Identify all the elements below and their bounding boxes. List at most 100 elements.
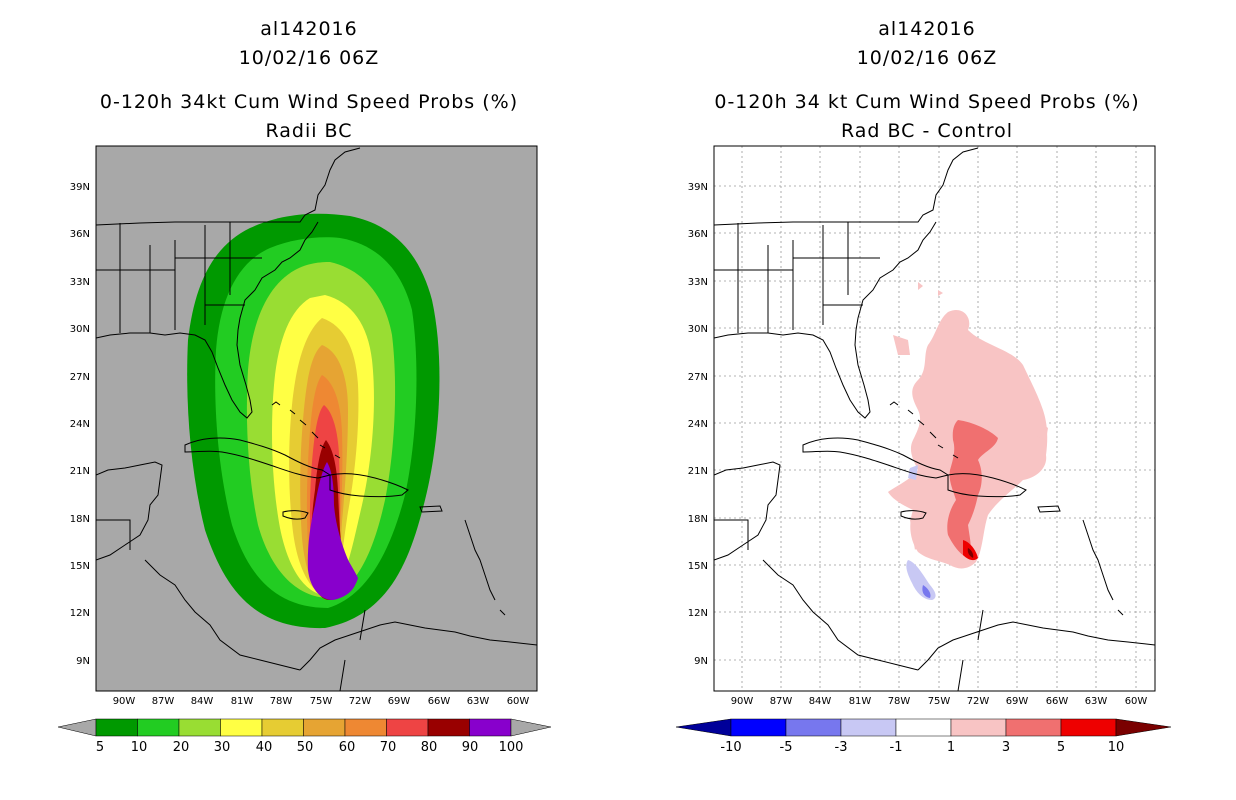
contour-100 (311, 495, 358, 595)
colorbar-label: 70 (380, 740, 397, 755)
florida-peninsula (714, 329, 871, 419)
longitude-labels: 90W 87W 84W 81W 78W 75W 72W 69W 66W 63W … (113, 696, 530, 707)
lat-label: 18N (70, 514, 90, 525)
lon-label: 81W (231, 696, 254, 707)
lat-label: 39N (70, 182, 90, 193)
colorbar-swatch (950, 718, 1007, 737)
colorbar-high-arrow (510, 718, 552, 737)
lat-label: 33N (688, 277, 708, 288)
colorbar-label: 40 (256, 740, 273, 755)
colorbar-swatch (895, 718, 952, 737)
colorbar-label: 10 (131, 740, 148, 755)
map-frame (95, 145, 538, 692)
chart-title: 0-120h 34kt Cum Wind Speed Probs (%) (99, 91, 519, 113)
lat-label: 39N (688, 182, 708, 193)
yucatan-central-america (96, 461, 301, 671)
lat-label: 30N (688, 324, 708, 335)
lon-label: 90W (731, 696, 754, 707)
colorbar-low-arrow (675, 718, 732, 737)
datetime-label: 10/02/16 06Z (238, 47, 380, 69)
colorbar-swatch (137, 718, 180, 737)
colorbar-label: -5 (780, 740, 793, 755)
colorbar-swatch (178, 718, 221, 737)
probability-map: 39N 36N 33N 30N 27N 24N 21N 18N 15N 12N … (57, 145, 552, 755)
lat-label: 9N (76, 656, 90, 667)
map-frame (713, 145, 1156, 692)
chart-subtitle: Radii BC (265, 120, 353, 142)
difference-map: 39N 36N 33N 30N 27N 24N 21N 18N 15N 12N … (675, 145, 1172, 755)
lon-label: 69W (388, 696, 411, 707)
colorbar-label: 20 (173, 740, 190, 755)
storm-id-label: al142016 (260, 18, 358, 40)
colorbar-label: -1 (890, 740, 903, 755)
colorbar-label: 80 (421, 740, 438, 755)
storm-id-label: al142016 (878, 18, 976, 40)
lat-label: 21N (70, 466, 90, 477)
colorbar: -10 -5 -3 -1 1 3 5 10 (675, 718, 1172, 755)
colorbar-label: 1 (947, 740, 955, 755)
lon-label: 90W (113, 696, 136, 707)
bahamas (889, 401, 959, 459)
lon-label: 72W (349, 696, 372, 707)
puerto-rico (419, 505, 443, 513)
colorbar-swatch (785, 718, 842, 737)
lat-label: 9N (694, 656, 708, 667)
south-america-coast (917, 609, 1155, 691)
colorbar-label: 30 (214, 740, 231, 755)
colorbar: 5 10 20 30 40 50 60 70 80 90 100 (57, 718, 552, 755)
lat-label: 15N (70, 561, 90, 572)
lat-label: 12N (688, 608, 708, 619)
colorbar-label: 60 (339, 740, 356, 755)
coastlines (96, 147, 537, 691)
lon-label: 72W (967, 696, 990, 707)
latitude-labels: 39N 36N 33N 30N 27N 24N 21N 18N 15N 12N … (70, 182, 90, 667)
bahamas (271, 401, 341, 459)
lat-label: 18N (688, 514, 708, 525)
colorbar-swatch (840, 718, 897, 737)
lon-label: 69W (1006, 696, 1029, 707)
jamaica (900, 510, 927, 520)
colorbar-label: -10 (720, 740, 741, 755)
lat-label: 36N (688, 229, 708, 240)
colorbar-swatch (386, 718, 429, 737)
florida-peninsula (96, 329, 253, 419)
datetime-label: 10/02/16 06Z (856, 47, 998, 69)
lat-label: 30N (70, 324, 90, 335)
us-east-coast (714, 147, 979, 226)
chart-subtitle: Rad BC - Control (840, 120, 1014, 142)
contour-positive-1 (1036, 420, 1048, 440)
probability-contours (187, 213, 440, 629)
colorbar-swatch (261, 718, 304, 737)
lon-label: 87W (770, 696, 793, 707)
lon-label: 60W (1125, 696, 1148, 707)
lat-label: 12N (70, 608, 90, 619)
colorbar-label: 100 (499, 740, 524, 755)
contour-negative-3 (922, 585, 931, 598)
contour-negative-1 (908, 465, 918, 480)
lon-label: 75W (310, 696, 333, 707)
lon-label: 63W (1085, 696, 1108, 707)
lon-label: 60W (507, 696, 530, 707)
lon-label: 66W (428, 696, 451, 707)
colorbar-high-arrow (1115, 718, 1172, 737)
lon-label: 78W (270, 696, 293, 707)
lon-label: 84W (191, 696, 214, 707)
longitude-labels: 90W 87W 84W 81W 78W 75W 72W 69W 66W 63W … (731, 696, 1148, 707)
contour-positive-3 (947, 420, 998, 558)
us-state-lines (714, 222, 880, 333)
colorbar-label: -3 (835, 740, 848, 755)
lat-label: 36N (70, 229, 90, 240)
cuba (802, 437, 950, 479)
contour-positive-1 (910, 515, 923, 550)
colorbar-swatch (730, 718, 787, 737)
colorbar-swatch (1060, 718, 1117, 737)
lon-label: 66W (1046, 696, 1069, 707)
lat-label: 24N (70, 419, 90, 430)
latitude-labels: 39N 36N 33N 30N 27N 24N 21N 18N 15N 12N … (688, 182, 708, 667)
jamaica (282, 510, 309, 520)
lat-label: 33N (70, 277, 90, 288)
cuba (184, 437, 332, 479)
colorbar-swatch (427, 718, 470, 737)
colorbar-low-arrow (57, 718, 97, 737)
panel-radii-bc: al142016 10/02/16 06Z 0-120h 34kt Cum Wi… (57, 18, 552, 755)
